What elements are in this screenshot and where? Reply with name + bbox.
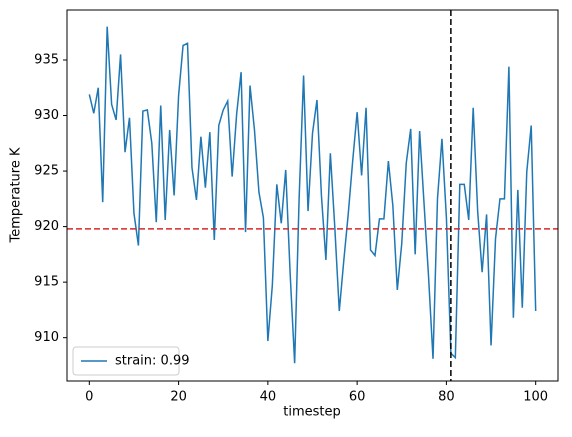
x-tick-label: 80 — [438, 390, 455, 405]
y-tick-label: 920 — [34, 219, 59, 234]
legend-label: strain: 0.99 — [115, 354, 190, 369]
x-tick-label: 100 — [523, 390, 548, 405]
y-tick-label: 925 — [34, 164, 59, 179]
data-line — [88, 26, 537, 364]
y-tick-label: 930 — [34, 108, 59, 123]
x-axis-label: timestep — [283, 405, 341, 420]
y-tick-label: 915 — [34, 275, 59, 290]
plot-frame — [66, 9, 559, 382]
x-tick-label: 60 — [349, 390, 366, 405]
y-tick-label: 910 — [34, 330, 59, 345]
y-tick-label: 935 — [34, 52, 59, 67]
x-tick-label: 20 — [170, 390, 187, 405]
legend-box — [72, 346, 180, 376]
x-tick-label: 40 — [260, 390, 277, 405]
x-tick-label: 0 — [85, 390, 93, 405]
y-axis-label: Temperature K — [9, 147, 24, 243]
